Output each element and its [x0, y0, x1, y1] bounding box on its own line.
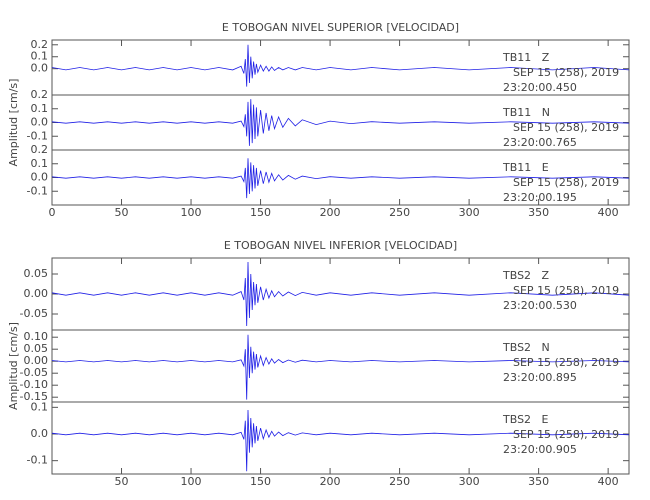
y-tick-label: -0.05: [20, 307, 48, 320]
x-tick-label: 200: [320, 206, 341, 219]
x-tick-label: 50: [115, 206, 129, 219]
date-label: SEP 15 (258), 2019: [513, 121, 619, 134]
date-label: SEP 15 (258), 2019: [513, 356, 619, 369]
y-tick-label: 0.00: [24, 287, 49, 300]
station-label: TB11 E: [502, 161, 549, 174]
y-tick-label: 0.05: [24, 267, 49, 280]
date-label: SEP 15 (258), 2019: [513, 66, 619, 79]
y-tick-label: 0.0: [31, 62, 49, 75]
x-tick-label: 250: [389, 475, 410, 488]
station-label: TB11 N: [502, 106, 550, 119]
y-tick-label: -0.1: [27, 184, 48, 197]
station-label: TBS2 N: [502, 341, 550, 354]
y-tick-label: 0.1: [31, 157, 49, 170]
y-tick-label: 0.2: [31, 143, 49, 156]
y-tick-label: -0.1: [27, 129, 48, 142]
y-tick-label: 0.1: [31, 102, 49, 115]
waveform: [51, 99, 630, 146]
time-label: 23:20:00.895: [503, 371, 577, 384]
x-tick-label: 350: [528, 475, 549, 488]
y-tick-label: 0.1: [31, 400, 49, 413]
date-label: SEP 15 (258), 2019: [513, 428, 619, 441]
waveform: [51, 158, 630, 199]
waveform: [51, 409, 630, 472]
y-tick-label: 0.0: [31, 116, 49, 129]
station-label: TBS2 Z: [502, 269, 550, 282]
y-tick-label: 0.0: [31, 427, 49, 440]
date-label: SEP 15 (258), 2019: [513, 176, 619, 189]
y-tick-label: 0.0: [31, 171, 49, 184]
y-tick-label: 0.1: [31, 50, 49, 63]
y-axis-label: Amplitud [cm/s]: [7, 322, 20, 410]
waveform: [51, 44, 630, 87]
x-tick-label: 200: [320, 475, 341, 488]
x-tick-label: 350: [528, 206, 549, 219]
x-tick-label: 150: [250, 475, 271, 488]
y-tick-label: -0.05: [20, 366, 48, 379]
x-tick-label: 400: [598, 206, 619, 219]
chart-title: E TOBOGAN NIVEL INFERIOR [VELOCIDAD]: [224, 239, 457, 252]
panel-frame: [51, 401, 630, 475]
y-axis-label: Amplitud [cm/s]: [7, 79, 20, 167]
station-label: TBS2 E: [502, 413, 549, 426]
date-label: SEP 15 (258), 2019: [513, 284, 619, 297]
time-label: 23:20:00.195: [503, 191, 577, 204]
x-tick-label: 300: [459, 475, 480, 488]
time-label: 23:20:00.905: [503, 443, 577, 456]
waveform: [51, 334, 630, 400]
time-label: 23:20:00.530: [503, 299, 577, 312]
y-tick-label: 0.05: [24, 342, 49, 355]
x-tick-label: 0: [49, 206, 56, 219]
y-tick-label: 0.10: [24, 330, 49, 343]
y-tick-label: -0.15: [20, 390, 48, 403]
y-tick-label: -0.10: [20, 378, 48, 391]
y-tick-label: 0.00: [24, 354, 49, 367]
x-tick-label: 50: [115, 475, 129, 488]
station-label: TB11 Z: [502, 51, 550, 64]
waveform: [51, 261, 630, 327]
x-tick-label: 400: [598, 475, 619, 488]
x-tick-label: 250: [389, 206, 410, 219]
y-tick-label: -0.1: [27, 454, 48, 467]
y-tick-label: 0.2: [31, 88, 49, 101]
time-label: 23:20:00.450: [503, 81, 577, 94]
x-tick-label: 150: [250, 206, 271, 219]
chart-title: E TOBOGAN NIVEL SUPERIOR [VELOCIDAD]: [222, 21, 459, 34]
time-label: 23:20:00.765: [503, 136, 577, 149]
x-tick-label: 300: [459, 206, 480, 219]
x-tick-label: 100: [181, 475, 202, 488]
y-tick-label: 0.2: [31, 38, 49, 51]
x-tick-label: 100: [181, 206, 202, 219]
